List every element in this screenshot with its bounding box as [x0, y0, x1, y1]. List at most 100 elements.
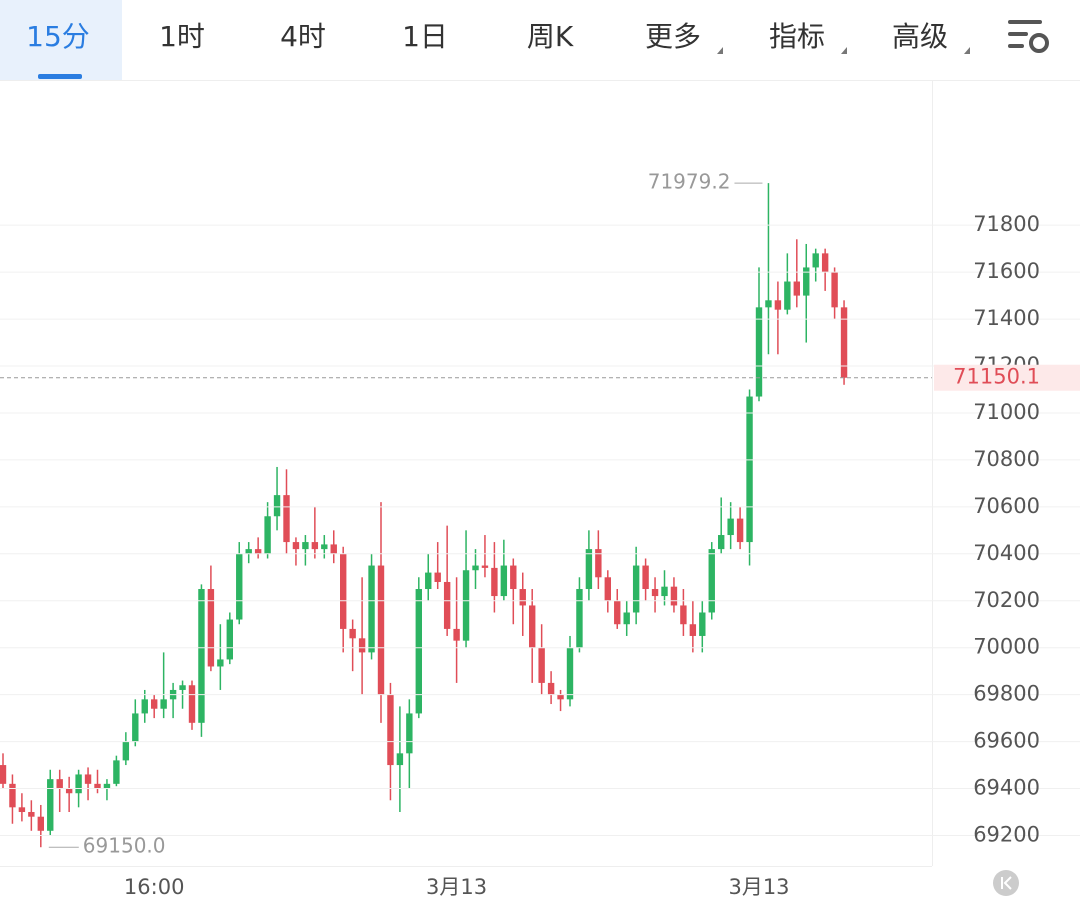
- tab-label: 1时: [159, 20, 205, 53]
- max-label: 71979.2: [648, 170, 731, 194]
- candle-body: [595, 549, 602, 578]
- candle-body: [529, 605, 536, 648]
- candle-body: [774, 300, 782, 310]
- candle-body: [500, 565, 508, 597]
- candle-body: [273, 495, 281, 517]
- candle-body: [330, 544, 337, 554]
- candle-body: [670, 586, 678, 606]
- candle-body: [680, 605, 687, 625]
- tab[interactable]: 4时: [280, 20, 326, 53]
- y-tick-label: 69800: [973, 682, 1040, 706]
- y-tick-label: 70000: [973, 635, 1040, 659]
- last-price-label: 71150.1: [953, 365, 1040, 389]
- candle-body: [566, 647, 574, 700]
- candle-body: [151, 699, 158, 709]
- tab-dropdown: [841, 47, 847, 54]
- candle-body: [604, 577, 611, 601]
- candle-body: [415, 589, 422, 714]
- candle-body: [84, 774, 92, 784]
- tab[interactable]: 1时: [159, 20, 205, 53]
- tab[interactable]: 更多: [645, 20, 723, 54]
- toolbar: [0, 0, 1080, 80]
- tab[interactable]: 1日: [402, 20, 448, 53]
- tab[interactable]: 指标: [769, 20, 847, 54]
- candle-body: [37, 816, 44, 831]
- candle-body: [28, 812, 35, 817]
- candle-body: [198, 589, 205, 723]
- x-tick-label: 16:00: [124, 875, 185, 899]
- tab-label: 更多: [645, 20, 701, 53]
- tab-label: 15分: [26, 20, 90, 53]
- y-tick-label: 71800: [973, 212, 1040, 236]
- candle-body: [821, 253, 829, 273]
- min-label: 69150.0: [83, 834, 166, 858]
- last-price-box: [934, 364, 1080, 391]
- candle-body: [245, 549, 252, 554]
- candle-body: [453, 628, 460, 641]
- icon-bar: [1008, 20, 1042, 24]
- candle-body: [103, 783, 111, 789]
- candle-body: [132, 713, 139, 742]
- candle-body: [65, 788, 73, 794]
- candle-body: [254, 549, 262, 554]
- candle-body: [699, 612, 706, 636]
- y-tick-label: 70800: [973, 447, 1040, 471]
- candle-body: [840, 307, 848, 378]
- candle-body: [207, 589, 215, 667]
- candle-body: [368, 565, 375, 653]
- candle-body: [160, 699, 167, 709]
- candle-body: [632, 565, 640, 613]
- tab-label: 4时: [280, 20, 326, 53]
- candle-body: [765, 300, 772, 308]
- candle-body: [188, 685, 196, 723]
- candle-body: [557, 694, 564, 700]
- y-tick-label: 69600: [973, 729, 1040, 753]
- candle-body: [9, 783, 16, 808]
- candle-body: [831, 272, 838, 308]
- tab[interactable]: 周K: [527, 20, 574, 53]
- candle-body: [396, 753, 404, 766]
- tab[interactable]: 15分: [0, 0, 122, 80]
- button-glyph: [1001, 876, 1012, 890]
- candle-body: [642, 565, 649, 590]
- candle-body: [321, 544, 328, 550]
- tab-label: 1日: [402, 20, 448, 53]
- candle-body: [406, 713, 413, 754]
- icon-gear: [1029, 33, 1049, 53]
- candle-body: [56, 779, 63, 789]
- candle-body: [75, 774, 82, 794]
- y-tick-label: 70600: [973, 494, 1040, 518]
- icon-bar: [1008, 32, 1028, 36]
- candle-body: [727, 518, 734, 536]
- settings-icon[interactable]: [1008, 20, 1049, 53]
- candle-body: [226, 619, 233, 660]
- candle-body: [443, 581, 451, 629]
- candle-body: [18, 807, 26, 813]
- plot-area: [0, 183, 848, 848]
- candle-body: [179, 685, 186, 690]
- candle-body: [510, 565, 517, 590]
- y-tick-label: 69200: [973, 822, 1040, 846]
- candle-body: [264, 516, 271, 554]
- candle-body: [47, 779, 54, 831]
- candle-body: [784, 281, 791, 310]
- candle-body: [491, 567, 498, 597]
- candle-body: [793, 281, 800, 296]
- candle-body: [803, 267, 810, 296]
- candle-body: [614, 600, 621, 625]
- candle-body: [576, 589, 583, 648]
- candle-body: [708, 549, 715, 613]
- tab-label: 高级: [892, 20, 948, 53]
- candle-body: [340, 553, 347, 629]
- scroll-latest-button[interactable]: [993, 870, 1019, 896]
- y-tick-label: 70200: [973, 588, 1040, 612]
- tab-dropdown: [964, 47, 970, 54]
- candle-body: [746, 396, 753, 543]
- tab[interactable]: 高级: [892, 20, 970, 54]
- candle-body: [812, 253, 819, 268]
- candle-body: [547, 682, 555, 695]
- candle-body: [661, 586, 668, 597]
- candle-body: [434, 572, 441, 582]
- candle-body: [0, 765, 7, 784]
